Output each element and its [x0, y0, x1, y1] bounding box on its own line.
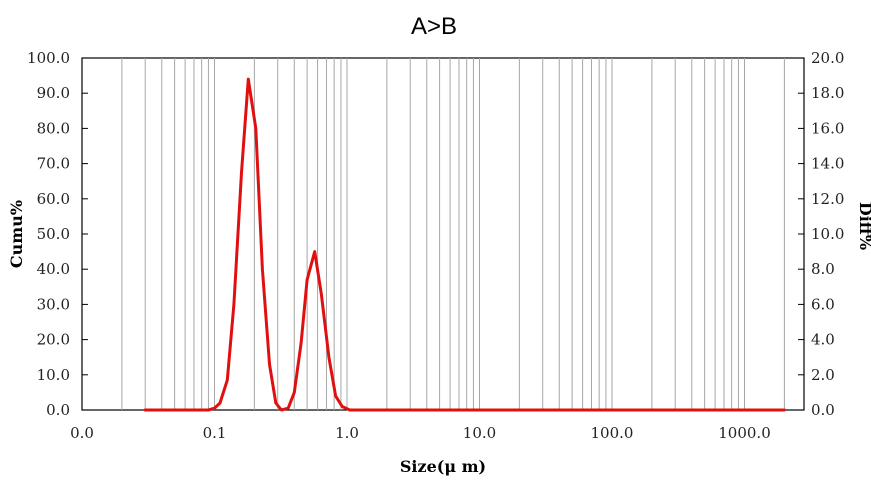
y-right-tick-label: 12.0 — [811, 190, 844, 208]
x-axis-ticks: 0.0 0.1 1.0 10.0 100.0 1000.0 — [70, 424, 771, 442]
y-right-tick-label: 10.0 — [811, 225, 844, 243]
x-tick-label: 1000.0 — [718, 424, 771, 442]
x-tick-label: 10.0 — [463, 424, 496, 442]
y-right-tick-label: 2.0 — [811, 366, 835, 384]
x-tick-label: 100.0 — [591, 424, 634, 442]
y-right-tick-label: 14.0 — [811, 155, 844, 173]
y-left-tick-label: 90.0 — [37, 84, 70, 102]
y-right-tick-label: 20.0 — [811, 49, 844, 67]
series-line-diff — [143, 77, 786, 412]
series-group — [143, 77, 786, 412]
x-tick-label: 0.0 — [70, 424, 94, 442]
y-right-tick-label: 6.0 — [811, 295, 835, 313]
y-left-tick-label: 80.0 — [37, 119, 70, 137]
y-right-tick-label: 4.0 — [811, 331, 835, 349]
plot-frame — [81, 57, 805, 411]
y-left-tick-label: 100.0 — [27, 49, 70, 67]
y-left-tick-label: 50.0 — [37, 225, 70, 243]
x-tick-label: 0.1 — [203, 424, 227, 442]
right-y-axis-label: Diff% — [856, 202, 871, 250]
right-y-axis-ticks: 0.0 2.0 4.0 6.0 8.0 10.0 12.0 14.0 16.0 18.0 20.0 — [798, 49, 844, 419]
gridlines — [121, 58, 785, 410]
left-y-axis-ticks: 0.0 10.0 20.0 30.0 40.0 50.0 60.0 70.0 80.0 90.0 1… — [27, 49, 88, 419]
y-left-tick-label: 20.0 — [37, 331, 70, 349]
x-axis-label: Size(μ m) — [400, 457, 486, 476]
y-right-tick-label: 18.0 — [811, 84, 844, 102]
y-left-tick-label: 30.0 — [37, 295, 70, 313]
y-left-tick-label: 60.0 — [37, 190, 70, 208]
chart-title: A>B — [411, 13, 457, 40]
left-y-axis-label: Cumu% — [7, 200, 26, 268]
y-left-tick-label: 0.0 — [46, 401, 70, 419]
y-left-tick-label: 10.0 — [37, 366, 70, 384]
y-right-tick-label: 0.0 — [811, 401, 835, 419]
x-tick-label: 1.0 — [335, 424, 359, 442]
y-right-tick-label: 8.0 — [811, 260, 835, 278]
y-left-tick-label: 70.0 — [37, 155, 70, 173]
y-left-tick-label: 40.0 — [37, 260, 70, 278]
y-right-tick-label: 16.0 — [811, 119, 844, 137]
